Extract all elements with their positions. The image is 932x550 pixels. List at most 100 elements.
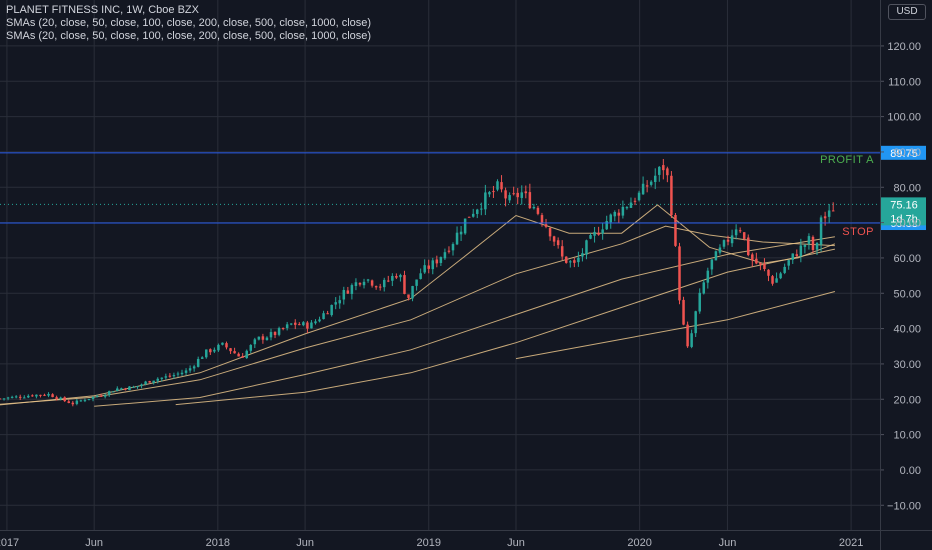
candle-body	[427, 265, 430, 269]
candle-body	[358, 282, 362, 285]
candle-body	[51, 394, 54, 398]
candle-body	[455, 232, 459, 245]
candle-body	[686, 324, 689, 347]
candle-body	[374, 286, 378, 288]
candle-body	[747, 237, 750, 256]
candle-body	[257, 336, 261, 340]
candle-body	[289, 323, 293, 325]
candle-body	[641, 183, 645, 195]
candle-body	[225, 343, 228, 348]
candle-body	[382, 279, 386, 288]
candle-body	[771, 276, 774, 284]
candle-body	[156, 378, 159, 381]
candle-body	[536, 207, 540, 214]
candle-body	[59, 397, 62, 400]
candle-body	[346, 290, 350, 294]
indicator-legend-1[interactable]: SMAs (20, close, 50, close, 100, close, …	[6, 17, 372, 29]
sma-line	[175, 248, 836, 406]
candle-body	[294, 322, 297, 325]
candle-body	[354, 282, 358, 287]
candle-body	[722, 240, 726, 247]
candle-body	[807, 236, 811, 244]
price-tick-label: 50.00	[893, 288, 921, 300]
candle-body	[302, 322, 305, 326]
time-axis[interactable]: 2017 Jun 2018 Jun 2019 Jun 2020 Jun 2021	[0, 530, 932, 550]
time-tick-label: Jun	[85, 537, 103, 549]
candle-body	[196, 358, 200, 367]
candle-body	[120, 388, 123, 390]
symbol-title[interactable]: PLANET FITNESS INC, 1W, Cboe BZX	[6, 4, 199, 16]
candles	[0, 158, 835, 407]
time-tick-label: 2018	[206, 537, 230, 549]
candle-body	[666, 168, 669, 176]
candle-body	[763, 263, 766, 270]
candle-body	[674, 215, 677, 246]
candle-body	[330, 304, 333, 316]
bar-countdown-label: 1d 7h	[890, 213, 918, 225]
candle-body	[524, 191, 528, 194]
candle-body	[71, 402, 75, 405]
candle-body	[245, 350, 248, 359]
candle-body	[496, 181, 499, 190]
candle-body	[180, 372, 184, 375]
candle-body	[613, 211, 617, 217]
candle-body	[314, 321, 317, 324]
candle-body	[629, 202, 633, 208]
candle-body	[759, 262, 762, 265]
candle-body	[192, 366, 196, 369]
candle-body	[265, 337, 269, 341]
candle-body	[2, 398, 6, 400]
candle-body	[395, 276, 398, 278]
price-tick-label: 60.00	[893, 253, 921, 265]
currency-button[interactable]: USD	[888, 4, 926, 20]
candle-body	[795, 254, 799, 257]
candle-body	[205, 349, 208, 358]
candle-body	[176, 373, 180, 375]
candle-body	[152, 380, 155, 383]
candle-body	[148, 381, 151, 383]
candle-body	[552, 236, 556, 242]
candle-body	[209, 349, 212, 353]
candle-body	[350, 285, 354, 294]
sma-line	[94, 236, 835, 407]
candle-body	[755, 258, 758, 264]
price-tick-label: 30.00	[893, 359, 921, 371]
last-price-badge[interactable]	[881, 197, 926, 226]
candle-body	[435, 259, 439, 264]
candle-body	[467, 216, 471, 218]
candle-body	[55, 397, 58, 400]
candle-body	[540, 215, 544, 223]
candle-body	[803, 244, 807, 247]
candle-body	[702, 282, 706, 294]
candle-body	[564, 256, 568, 263]
candle-body	[407, 294, 410, 298]
candle-body	[625, 207, 629, 209]
time-tick-label: 2017	[0, 537, 19, 549]
candle-body	[775, 278, 778, 283]
candle-body	[241, 356, 244, 358]
candle-body	[573, 260, 576, 263]
candle-body	[140, 384, 143, 386]
candle-body	[504, 190, 507, 199]
price-tick-label: −10.00	[887, 500, 921, 512]
candle-body	[423, 265, 426, 273]
candle-body	[528, 192, 532, 209]
candle-body	[249, 345, 253, 351]
candle-body	[585, 240, 588, 255]
profit-price-label: 89.75	[890, 148, 918, 160]
time-tick-label: Jun	[507, 537, 525, 549]
candle-body	[726, 239, 730, 242]
price-axis[interactable]: −10.00 0.00 10.00 20.00 30.00 40.00 50.00 60.00…	[880, 0, 921, 550]
price-tick-label: 90.00	[893, 147, 921, 159]
time-tick-label: Jun	[296, 537, 314, 549]
candle-body	[605, 221, 608, 230]
candle-body	[827, 210, 831, 217]
candle-body	[132, 386, 135, 388]
candle-body	[95, 396, 99, 398]
candle-body	[779, 273, 782, 279]
candle-body	[67, 401, 71, 403]
indicator-legend-2[interactable]: SMAs (20, close, 50, close, 100, close, …	[6, 30, 372, 42]
